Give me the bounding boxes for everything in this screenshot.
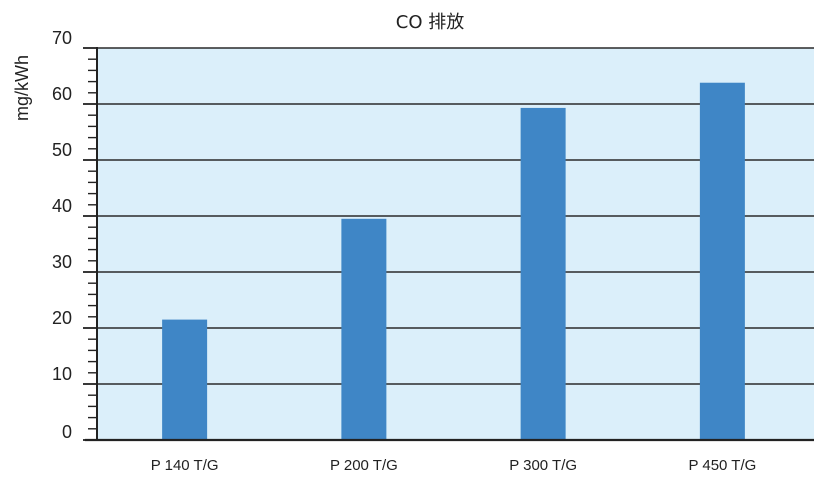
bar-1 [162,319,208,440]
plot-area: P 140 T/G P 200 T/G P 300 T/G P 450 T/G 0 10 2… [52,28,814,474]
y-tick-label-60: 60 [52,84,72,104]
bar-3 [520,107,566,441]
y-tick-label-70: 70 [52,28,72,48]
y-tick-label-30: 30 [52,252,72,272]
y-tick-label-40: 40 [52,196,72,216]
plot-background [97,48,814,440]
bar-4 [699,82,745,440]
bar-2 [341,218,387,440]
y-tick-label-50: 50 [52,140,72,160]
y-tick-label-20: 20 [52,308,72,328]
x-tick-label-1: P 140 T/G [151,457,219,474]
x-tick-label-2: P 200 T/G [330,457,398,474]
chart-title: CO 排放 [396,12,464,33]
x-tick-label-4: P 450 T/G [688,457,756,474]
y-tick-label-10: 10 [52,364,72,384]
x-tick-label-3: P 300 T/G [509,457,577,474]
y-axis-label: mg/kWh [12,55,32,121]
y-tick-label-0: 0 [62,422,72,442]
